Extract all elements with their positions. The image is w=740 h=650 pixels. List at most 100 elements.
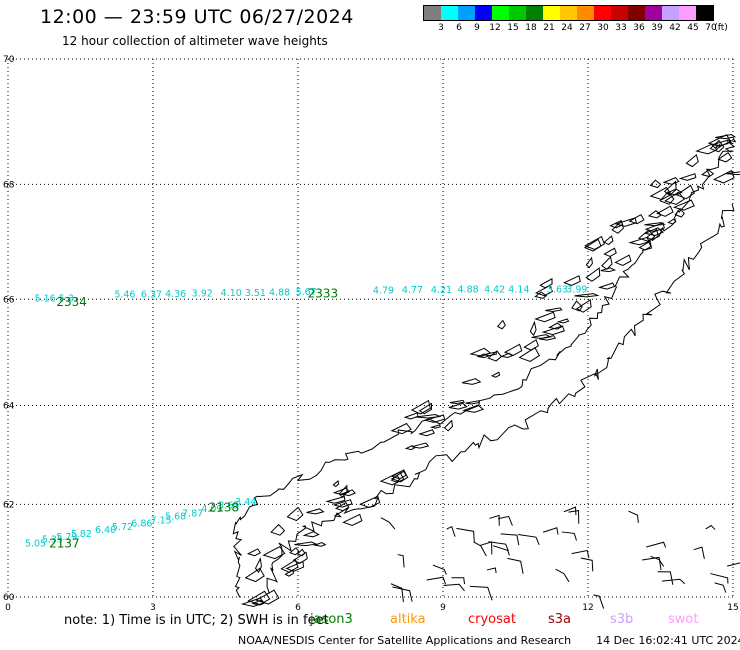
coast-island	[418, 402, 433, 415]
coast-island	[563, 275, 581, 286]
coastline-fjords	[266, 203, 735, 594]
coast-island	[496, 319, 506, 330]
coast-island	[338, 484, 348, 498]
satellite-jason3: jason3	[310, 612, 353, 627]
legend-swatch	[628, 6, 645, 20]
coast-island	[575, 299, 592, 313]
map-grid	[7, 58, 734, 598]
coast-island	[707, 134, 732, 148]
coast-island	[678, 173, 697, 181]
legend-tick-label: 36	[633, 23, 645, 33]
wave-height-value: 6.37	[141, 290, 162, 301]
y-tick-label: 62	[3, 500, 14, 510]
inland-lake	[469, 585, 493, 601]
coast-island	[695, 143, 718, 155]
coast-island	[585, 267, 601, 282]
coast-island	[597, 282, 616, 290]
y-tick-label: 66	[3, 295, 15, 305]
coast-island	[332, 480, 340, 488]
legend-tick-label: 70	[705, 23, 717, 33]
wave-height-value: 5.35	[42, 535, 63, 546]
legend-swatch	[509, 6, 526, 20]
wave-height-value: 4.09	[201, 504, 222, 515]
inland-lake	[456, 527, 475, 543]
y-tick-label: 60	[3, 593, 15, 603]
wave-height-value: 4.88	[458, 285, 479, 296]
legend-swatch	[543, 6, 560, 20]
satellite-s3b: s3b	[610, 612, 634, 627]
legend-swatch	[560, 6, 577, 20]
coast-island	[379, 471, 405, 486]
footer-timestamp: 14 Dec 16:02:41 UTC 2024	[596, 634, 740, 647]
note-text: note: 1) Time is in UTC; 2) SWH is in fe…	[64, 613, 329, 628]
x-tick-label: 6	[295, 603, 301, 613]
wave-height-value: 3.99	[566, 285, 587, 296]
legend-tick-label: 24	[561, 23, 573, 33]
coast-island	[247, 590, 271, 606]
wave-height-value: 7.87	[182, 508, 203, 519]
coast-island	[262, 546, 286, 560]
wave-height-value: 4.88	[269, 287, 290, 298]
coast-island	[556, 318, 570, 324]
legend-tick-label: 15	[507, 23, 519, 33]
coast-island	[548, 322, 563, 330]
coast-island	[292, 551, 308, 564]
inland-lake	[628, 510, 639, 523]
coast-island	[603, 235, 614, 246]
legend-swatch	[492, 6, 509, 20]
coast-island	[638, 240, 652, 251]
legend-swatch	[696, 6, 713, 20]
inland-lake	[518, 534, 540, 546]
coast-island	[483, 351, 497, 357]
coast-island	[539, 277, 553, 289]
coast-island	[332, 487, 351, 496]
coast-island	[404, 445, 416, 451]
inland-lake	[380, 517, 396, 530]
legend-swatch	[594, 6, 611, 20]
coast-island	[674, 207, 685, 218]
coast-island	[665, 188, 683, 196]
legend-tick-label: 39	[651, 23, 663, 33]
coast-island	[255, 589, 280, 605]
inland-lake	[443, 583, 465, 592]
inland-lake	[571, 549, 590, 559]
coast-island	[656, 205, 674, 217]
coast-island	[664, 191, 685, 205]
x-tick-label: 12	[582, 603, 593, 613]
coast-island	[545, 307, 563, 312]
inland-lake	[507, 557, 524, 574]
wave-height-value: 5.05	[25, 538, 46, 549]
legend-swatch	[645, 6, 662, 20]
coast-island	[529, 320, 537, 337]
wave-height-value: 5.79	[56, 532, 77, 543]
coast-island	[499, 352, 514, 359]
inland-lake	[489, 514, 500, 526]
coast-island	[571, 300, 583, 312]
coast-island	[461, 404, 485, 413]
legend-swatches	[423, 5, 714, 21]
wave-height-value: 5.16	[35, 293, 56, 304]
legend-tick-label: 27	[579, 23, 591, 33]
coast-island	[534, 285, 554, 297]
coast-island	[663, 180, 677, 197]
coast-island	[359, 495, 381, 508]
wave-height-value: 5.82	[71, 529, 92, 540]
inland-lake	[451, 577, 466, 585]
inland-lake	[479, 541, 493, 555]
legend-tick-label: 45	[687, 23, 699, 33]
pass-time-label: 2334	[56, 295, 87, 309]
coast-island	[461, 378, 482, 385]
coast-island	[717, 152, 733, 163]
coast-island	[534, 311, 556, 323]
inland-lake	[563, 506, 577, 516]
coast-island	[429, 424, 441, 429]
wave-height-value: 4.79	[373, 286, 394, 297]
legend-ticks: 3 6 9 12 15 18 21 24 27 30 33 36 39 42 45 70 (ft)	[423, 21, 728, 35]
inland-lake	[642, 556, 662, 571]
coast-island	[448, 402, 468, 410]
coast-island	[667, 218, 677, 225]
coast-island	[614, 254, 632, 266]
inland-lake	[486, 567, 497, 574]
y-tick-label: 70	[3, 55, 15, 65]
inland-lake	[426, 576, 447, 585]
